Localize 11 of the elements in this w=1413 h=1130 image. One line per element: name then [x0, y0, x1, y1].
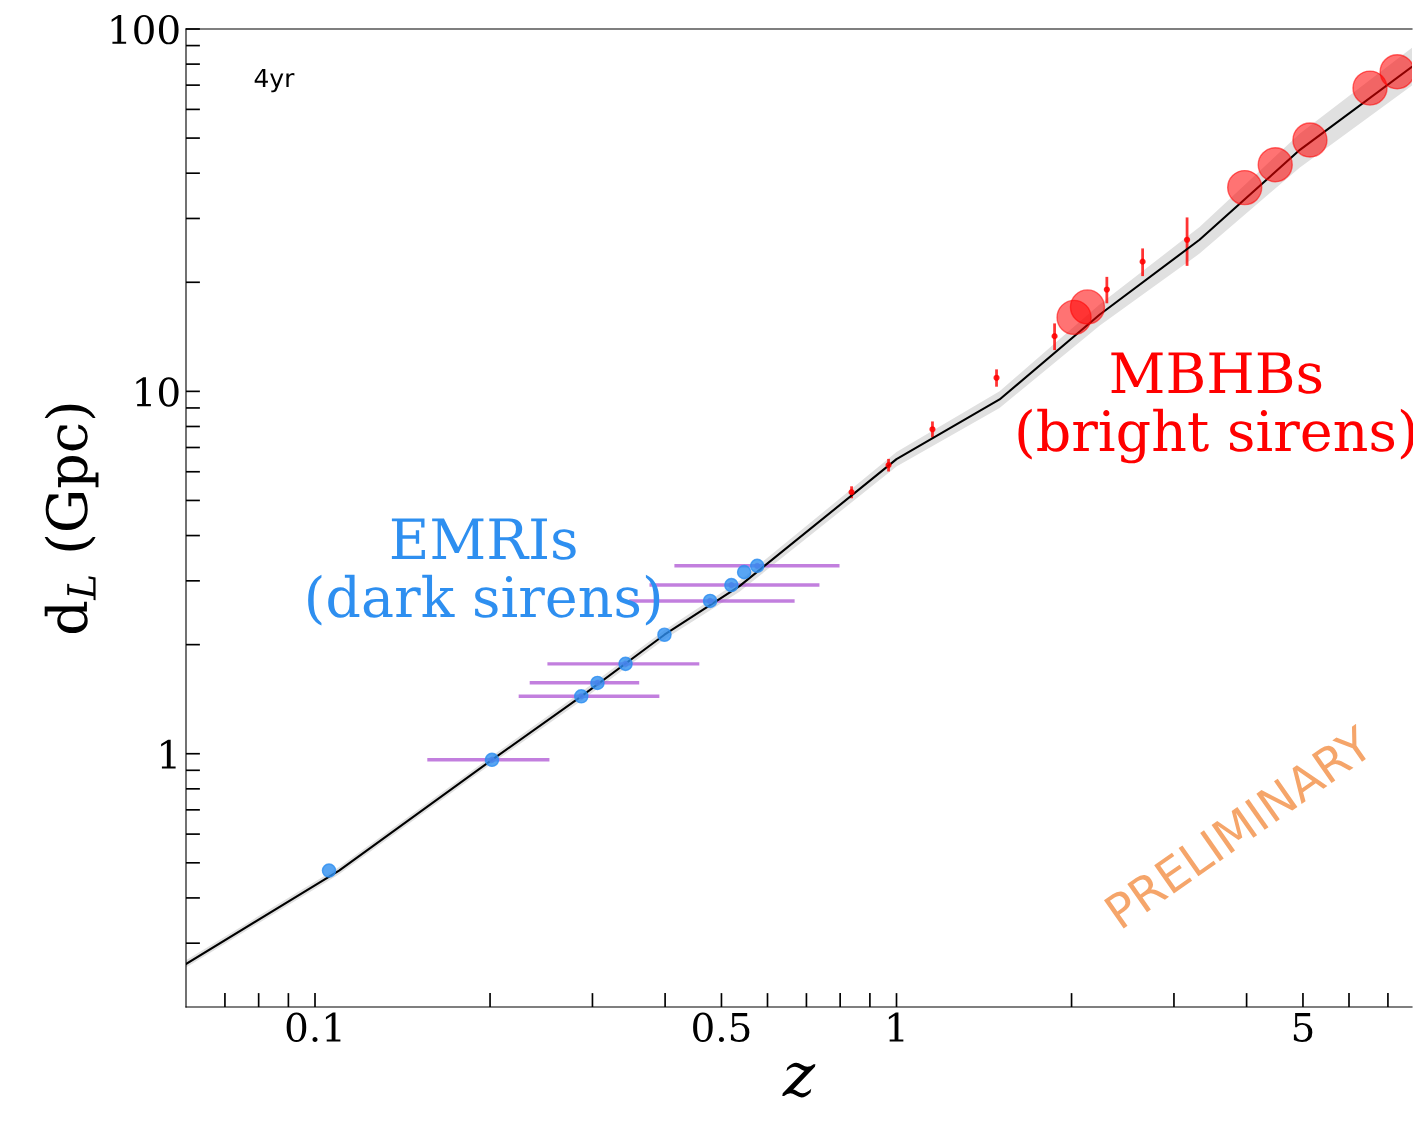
y-tick-label: 1 — [161, 739, 176, 769]
y-tick-label: 10 — [136, 377, 179, 407]
x-tick-label: 5 — [1293, 1013, 1313, 1042]
x-tick-label: 0.1 — [286, 1012, 341, 1042]
x-axis-title: z — [782, 1062, 816, 1098]
x-tick-label: 0.5 — [693, 1012, 750, 1042]
y-axis-title: d$_{L}$ (Gpc) — [44, 404, 99, 634]
x-tick-label: 1 — [888, 1012, 904, 1042]
series-label: EMRIs (dark sirens) — [308, 518, 660, 626]
y-tick-label: 100 — [111, 14, 179, 45]
annotation: 4yr — [254, 68, 295, 93]
